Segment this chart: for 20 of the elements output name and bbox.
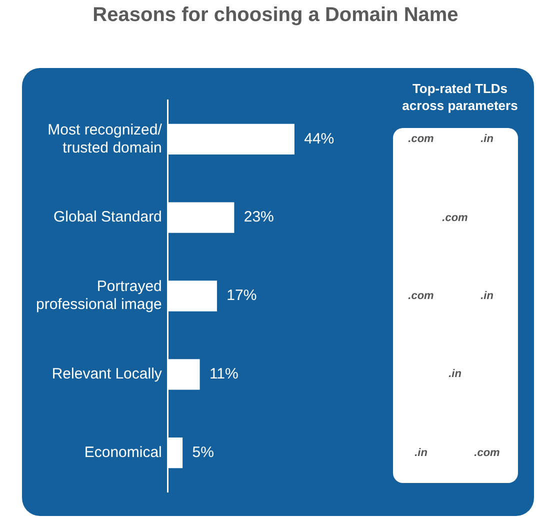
text: .in [480,290,494,302]
y-tick-label: Global Standard [53,208,162,226]
data-label: 11% [209,366,238,383]
text: .com [408,133,434,146]
text: .com [474,446,500,459]
y-tick-label: Most recognized/ trusted domain [48,121,163,156]
text: .com [442,212,468,224]
text: .in [480,133,494,146]
text: .in [448,368,462,380]
y-tick-label: Portrayed professional image [36,278,162,314]
data-label: 44% [304,130,334,148]
text: .com [408,290,434,302]
y-tick-label: Relevant Locally [52,366,162,383]
chart-title: Reasons for choosing a Domain Name [92,4,460,27]
data-label: 23% [244,208,274,226]
y-tick-label: Economical [84,444,162,461]
data-label: 17% [226,287,257,304]
text: Top-rated TLDs across parameters [401,80,519,114]
text: .in [414,446,428,459]
data-label: 5% [192,444,214,461]
